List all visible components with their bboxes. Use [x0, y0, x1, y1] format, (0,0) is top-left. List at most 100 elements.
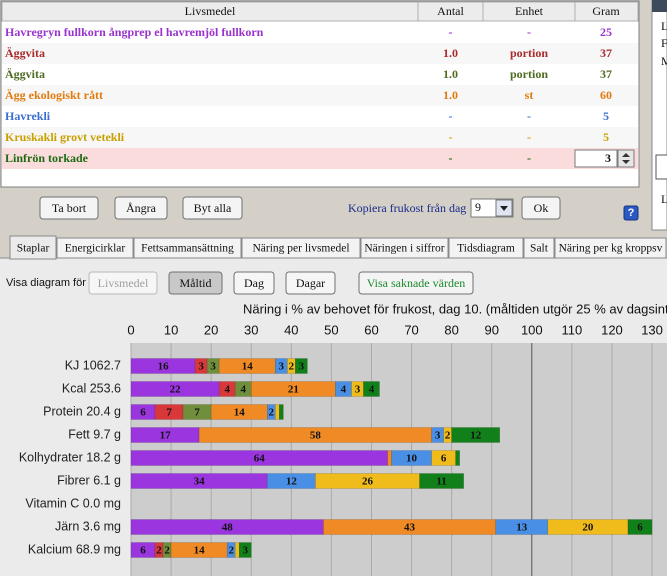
tab-label: Näring per livsmedel — [252, 243, 349, 255]
tab[interactable] — [9, 235, 57, 260]
action-button-label: Ta bort — [52, 201, 87, 215]
category-label: KJ 1062.7 — [65, 358, 121, 372]
table-cell: Ägg ekologiskt rått — [5, 88, 103, 102]
table-cell: - — [527, 109, 531, 123]
side-panel-label: L — [661, 192, 667, 206]
copy-label: Kopiera frukost från dag — [348, 201, 466, 215]
bar-segment — [363, 381, 380, 397]
category-label: Vitamin C 0.0 mg — [25, 496, 121, 510]
tab-label: Energicirklar — [65, 243, 126, 255]
table-cell: - — [449, 130, 453, 144]
bar-segment — [419, 473, 464, 489]
view-button[interactable] — [168, 271, 223, 295]
tab[interactable] — [56, 237, 134, 259]
segment-label: 43 — [404, 522, 416, 534]
segment-label: 58 — [310, 430, 322, 442]
tab[interactable] — [448, 237, 524, 259]
segment-label: 22 — [170, 384, 182, 396]
segment-label: 10 — [406, 453, 418, 465]
bar-segment — [627, 519, 653, 535]
segment-label: 17 — [160, 430, 172, 442]
tab[interactable] — [523, 237, 555, 259]
x-tick-label: 50 — [324, 322, 338, 337]
table-cell: - — [449, 151, 453, 165]
view-button-label: Dagar — [296, 276, 325, 290]
action-button-label: Byt alla — [194, 201, 232, 215]
action-button-label: Ångra — [126, 201, 157, 215]
segment-label: 3 — [355, 384, 361, 396]
category-label: Kalcium 68.9 mg — [28, 542, 121, 556]
x-tick-label: 120 — [601, 322, 623, 337]
missing-button[interactable] — [358, 271, 474, 295]
side-panel-label: L — [661, 19, 667, 33]
table-cell: Äggvita — [5, 67, 45, 81]
tab[interactable] — [133, 237, 242, 259]
action-button[interactable] — [39, 196, 99, 220]
segment-label: 4 — [240, 384, 246, 396]
action-button[interactable] — [182, 196, 243, 220]
segment-label: 4 — [341, 384, 347, 396]
table-row[interactable] — [2, 22, 638, 43]
table-cell: 1.0 — [443, 67, 458, 81]
segment-label: 6 — [441, 453, 447, 465]
bar-segment — [234, 381, 252, 397]
tab[interactable] — [241, 237, 361, 259]
bar-segment — [234, 542, 240, 558]
ok-button[interactable] — [521, 196, 561, 220]
side-panel-label: F — [661, 36, 667, 50]
action-button[interactable] — [114, 196, 168, 220]
side-panel-header — [652, 0, 667, 12]
table-row[interactable] — [2, 64, 638, 85]
table-row[interactable] — [2, 148, 638, 169]
table-cell: Äggvita — [5, 46, 45, 60]
segment-label: 14 — [242, 361, 254, 373]
x-tick-label: 110 — [562, 322, 583, 337]
view-button[interactable] — [88, 271, 158, 295]
bar-segment — [451, 427, 500, 443]
view-button-label: Livsmedel — [98, 276, 149, 290]
column-header: Antal — [437, 4, 464, 18]
table-row[interactable] — [2, 106, 638, 127]
spinner-input[interactable] — [574, 149, 618, 168]
spinner-button[interactable] — [617, 149, 635, 168]
help-button[interactable] — [623, 205, 639, 221]
view-button-label: Måltid — [180, 276, 212, 290]
view-button[interactable] — [233, 271, 275, 295]
table-row[interactable] — [2, 43, 638, 64]
category-label: Järn 3.6 mg — [55, 519, 121, 533]
x-tick-label: 130 — [641, 322, 663, 337]
day-select-glyph — [500, 206, 508, 211]
segment-label: 2 — [289, 361, 295, 373]
bar-segment — [130, 358, 196, 374]
segment-label: 14 — [234, 407, 246, 419]
segment-label: 64 — [254, 453, 266, 465]
segment-label: 7 — [166, 407, 172, 419]
segment-label: 2 — [445, 430, 451, 442]
table-cell: 37 — [600, 46, 612, 60]
segment-label: 2 — [228, 545, 234, 557]
table-cell: 1.0 — [443, 46, 458, 60]
segment-label: 6 — [637, 522, 643, 534]
bar-segment — [443, 427, 452, 443]
segment-label: 13 — [516, 522, 528, 534]
table-row[interactable] — [2, 127, 638, 148]
spinner-arrows — [622, 153, 630, 164]
bar-segment — [455, 450, 460, 466]
tab[interactable] — [554, 237, 667, 259]
tab[interactable] — [360, 237, 449, 259]
segment-label: 48 — [222, 522, 234, 534]
bar-segment — [295, 358, 308, 374]
tab-label: Salt — [530, 243, 549, 255]
table-row[interactable] — [2, 85, 638, 106]
ok-button-label: Ok — [534, 201, 549, 215]
bar-segment — [547, 519, 629, 535]
view-button[interactable] — [285, 271, 336, 295]
segment-label: 7 — [194, 407, 200, 419]
view-button-label: Dag — [244, 276, 264, 290]
segment-label: 6 — [140, 407, 146, 419]
help-label: ? — [628, 207, 635, 219]
table-cell: 1.0 — [443, 88, 458, 102]
